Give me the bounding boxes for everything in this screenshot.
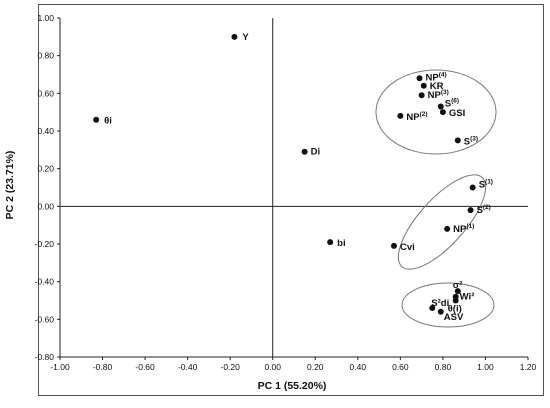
plot-frame	[38, 4, 544, 396]
x-tick-label: -0.60	[135, 362, 155, 372]
cluster-ellipses	[375, 69, 497, 328]
point-label: Y	[242, 32, 249, 43]
y-tick-label: -0.40	[35, 277, 55, 287]
point-label: ASV	[444, 312, 464, 323]
data-point	[416, 75, 423, 82]
x-tick-label: 1.20	[520, 362, 537, 372]
point-label: bi	[337, 238, 345, 249]
data-point	[437, 308, 444, 315]
y-tick-label: -0.20	[35, 239, 55, 249]
data-point	[390, 242, 397, 249]
data-point	[454, 137, 461, 144]
y-tick-label: 0.20	[37, 164, 54, 174]
data-point	[420, 82, 427, 89]
data-point	[454, 288, 461, 295]
tick-labels: -1.00 -0.80 -0.60 -0.40 -0.20 0.00 0.20 0.40 0.6…	[35, 13, 537, 372]
y-tick-label: -0.80	[35, 352, 55, 362]
y-axis-label: PC 2 (23.71%)	[4, 151, 16, 220]
x-tick-label: -0.20	[220, 362, 240, 372]
y-tick-label: -0.60	[35, 314, 55, 324]
x-tick-label: -1.00	[50, 362, 70, 372]
x-tick-label: 1.00	[477, 362, 494, 372]
x-tick-label: 0.40	[350, 362, 367, 372]
point-label: θ(i)	[448, 304, 462, 315]
cluster-ellipse-top	[375, 69, 497, 155]
axis-layer	[57, 17, 529, 360]
point-label: KR	[430, 81, 444, 92]
data-point	[397, 112, 404, 119]
point-label: θi	[104, 116, 112, 127]
y-tick-label: 1.00	[37, 13, 54, 23]
x-axis-label: PC 1 (55.20%)	[258, 380, 327, 392]
x-tick-label: 0.00	[264, 362, 281, 372]
data-point	[418, 92, 425, 99]
point-label: Cvi	[400, 242, 415, 253]
data-point	[301, 148, 308, 155]
data-point	[439, 109, 446, 116]
x-tick-label: 0.20	[307, 362, 324, 372]
x-tick-label: -0.80	[93, 362, 113, 372]
data-point	[429, 305, 436, 312]
y-tick-label: 0.60	[37, 88, 54, 98]
point-label: S²di	[431, 298, 449, 309]
data-point	[467, 207, 474, 214]
data-point	[327, 239, 334, 246]
x-tick-label: -0.40	[178, 362, 198, 372]
y-tick-label: 0.40	[37, 126, 54, 136]
point-label: σ²	[453, 280, 463, 291]
x-tick-label: 0.80	[435, 362, 452, 372]
data-point	[444, 225, 451, 232]
cluster-ellipse-middle	[397, 174, 487, 270]
x-tick-label: 0.60	[392, 362, 409, 372]
cluster-ellipse-bottom	[401, 282, 495, 328]
point-label: Di	[311, 147, 321, 158]
y-tick-label: 0.00	[37, 201, 54, 211]
data-point	[469, 184, 476, 191]
data-point	[93, 116, 100, 123]
data-point	[452, 297, 459, 304]
point-label: GSI	[449, 108, 465, 119]
data-point	[231, 33, 238, 40]
point-label: Wi²	[460, 292, 475, 303]
y-tick-label: 0.80	[37, 51, 54, 61]
data-point	[437, 103, 444, 110]
